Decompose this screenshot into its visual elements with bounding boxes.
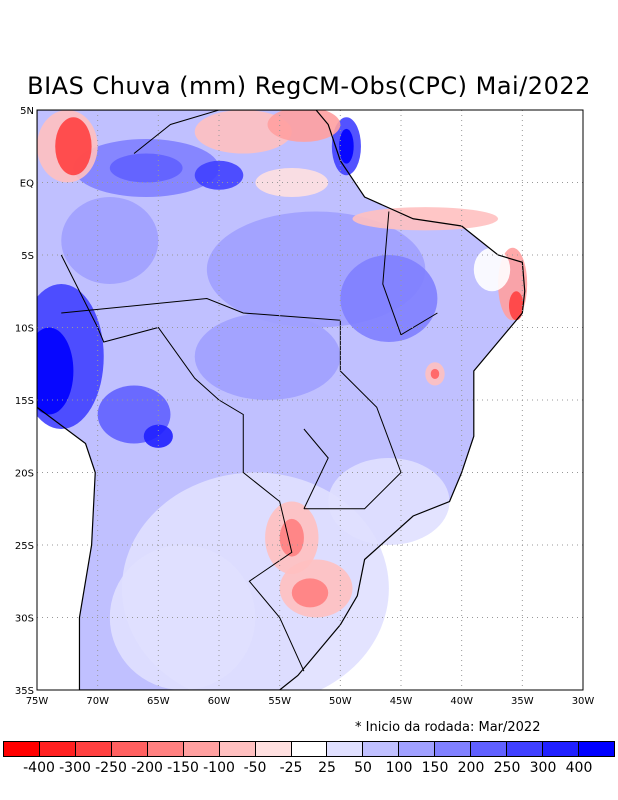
lon-label: 30W <box>572 696 595 707</box>
map-frame <box>36 109 584 691</box>
map-title: BIAS Chuva (mm) RegCM-Obs(CPC) Mai/2022 <box>27 72 591 100</box>
lon-label: 70W <box>86 696 109 707</box>
colorbar-swatch <box>39 742 76 756</box>
border-line-1 <box>133 110 220 154</box>
colorbar-swatch <box>579 742 614 756</box>
blue-bias-amapa-core <box>339 128 354 164</box>
colorbar-label: 25 <box>318 760 336 776</box>
colorbar-label: -25 <box>279 760 303 776</box>
lon-label: 75W <box>26 696 49 707</box>
red-bias-bahia-core <box>430 368 440 379</box>
strong-blue-bias-peru-core <box>37 327 74 415</box>
colorbar-labels: -400 -300 -250 -200 -150 -100 -50 -25 25 50 100 150… <box>0 760 618 780</box>
red-bias-para-north <box>255 168 329 197</box>
lon-label: 60W <box>208 696 231 707</box>
colorbar-label: -100 <box>203 760 235 776</box>
colorbar-swatch <box>471 742 508 756</box>
border-line-2 <box>61 297 341 321</box>
colorbar-label: -300 <box>59 760 91 776</box>
light-red-ceara <box>473 247 511 292</box>
colorbar-swatch <box>147 742 184 756</box>
colorbar-label: 250 <box>493 760 521 776</box>
grid-lines <box>37 110 583 690</box>
colorbar-label: 100 <box>385 760 413 776</box>
blue-bias-west <box>61 197 159 284</box>
colorbar-label: -200 <box>131 760 163 776</box>
border-line-4 <box>382 211 438 336</box>
lat-label: 30S <box>15 614 34 625</box>
red-bias-colombia-core <box>55 117 92 176</box>
white-region-southeast <box>328 458 450 545</box>
lat-label: 5S <box>21 251 34 262</box>
border-line-5 <box>303 428 329 509</box>
colorbar-label: -250 <box>95 760 127 776</box>
colorbar-label: 150 <box>421 760 449 776</box>
colorbar-swatch <box>435 742 472 756</box>
colorbar-swatch <box>399 742 436 756</box>
colorbar-label: -400 <box>23 760 55 776</box>
blue-bias-maranhao <box>340 255 438 342</box>
lat-label: 25S <box>15 541 34 552</box>
coastline <box>37 110 526 690</box>
colorbar-swatch <box>291 742 328 756</box>
colorbar-swatch <box>255 742 292 756</box>
colorbar-swatch <box>507 742 544 756</box>
lat-label: 10S <box>15 324 34 335</box>
red-bias-north-coast <box>352 207 499 231</box>
colorbar-label: -150 <box>167 760 199 776</box>
lat-label: 15S <box>15 396 34 407</box>
colorbar-swatch <box>111 742 148 756</box>
colorbar-swatch <box>363 742 400 756</box>
blue-bias-north-core <box>109 153 183 183</box>
colorbar-swatch <box>4 742 40 756</box>
colorbar-label: 400 <box>565 760 593 776</box>
lon-label: 35W <box>511 696 534 707</box>
border-line-3 <box>303 320 402 510</box>
blue-bias-bolivia-core <box>143 424 173 448</box>
bias-field <box>37 110 528 690</box>
red-bias-rs-core <box>291 578 329 608</box>
border-line-0 <box>60 254 305 672</box>
red-bias-northeast-core <box>508 291 524 321</box>
lat-label: 35S <box>15 686 34 697</box>
colorbar-label: 200 <box>457 760 485 776</box>
lon-label: 40W <box>450 696 473 707</box>
colorbar-swatch <box>219 742 256 756</box>
colorbar-label: 300 <box>529 760 557 776</box>
lon-label: 65W <box>147 696 170 707</box>
colorbar-label: -50 <box>243 760 267 776</box>
lon-label: 50W <box>329 696 352 707</box>
colorbar-swatch <box>183 742 220 756</box>
colorbar <box>3 741 615 757</box>
blue-bias-center <box>194 313 341 400</box>
lon-label: 55W <box>268 696 291 707</box>
lat-label: 20S <box>15 469 34 480</box>
run-start-note: * Inicio da rodada: Mar/2022 <box>355 720 541 735</box>
colorbar-swatch <box>543 742 579 756</box>
colorbar-label: 50 <box>354 760 372 776</box>
lat-label: 5N <box>20 106 34 117</box>
red-bias-suriname <box>267 110 341 142</box>
lat-label: EQ <box>20 179 34 190</box>
colorbar-swatch <box>75 742 112 756</box>
lon-label: 45W <box>390 696 413 707</box>
colorbar-swatch <box>327 742 364 756</box>
